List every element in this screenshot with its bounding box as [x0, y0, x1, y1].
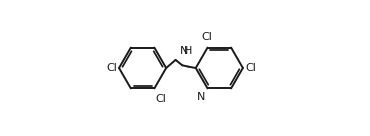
Text: N: N — [180, 46, 188, 56]
Text: Cl: Cl — [155, 94, 166, 104]
Text: Cl: Cl — [201, 32, 212, 42]
Text: Cl: Cl — [245, 63, 256, 73]
Text: N: N — [197, 92, 205, 102]
Text: H: H — [184, 46, 192, 56]
Text: Cl: Cl — [106, 63, 117, 73]
